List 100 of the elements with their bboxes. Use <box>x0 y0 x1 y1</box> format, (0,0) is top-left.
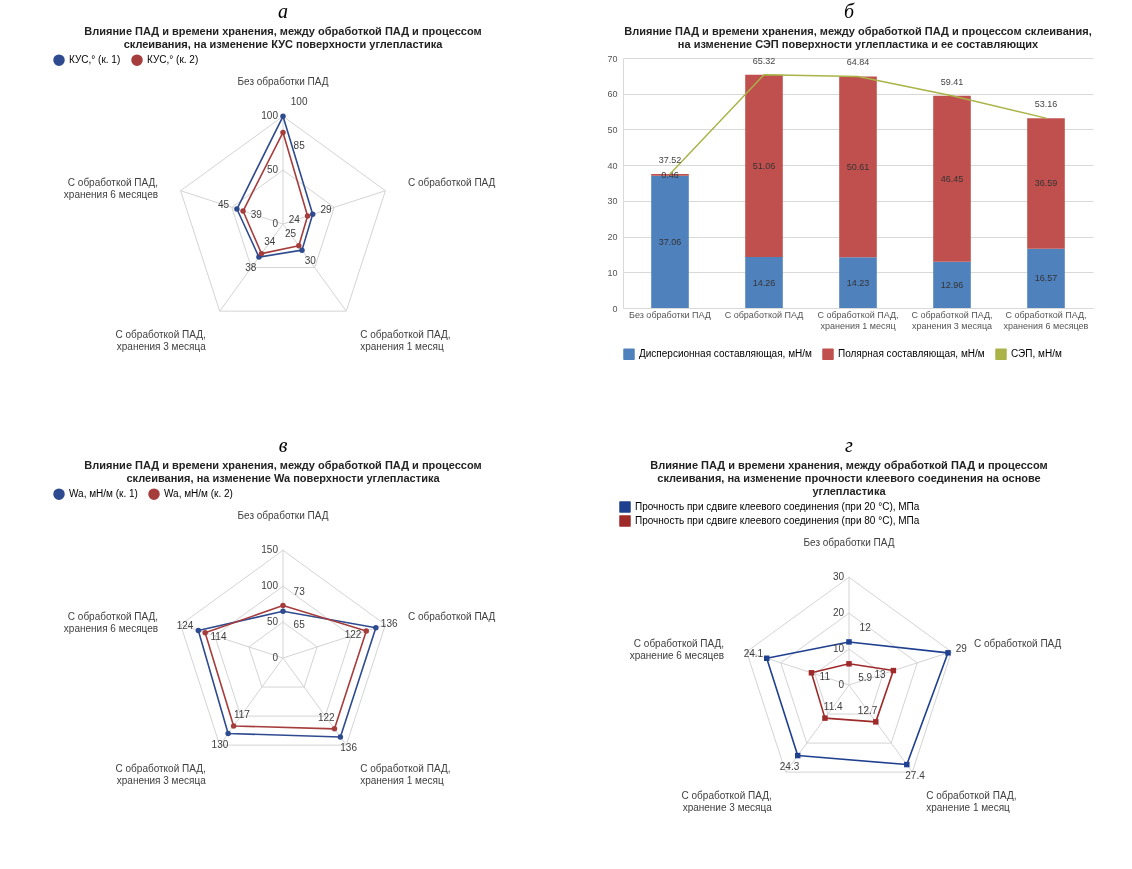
y-tick-label: 50 <box>266 616 279 628</box>
y-tick-label: 20 <box>606 232 617 243</box>
data-label: 34 <box>264 236 276 248</box>
data-label: 12.7 <box>857 704 878 716</box>
data-label: 85 <box>293 140 306 152</box>
y-tick-label: 30 <box>832 571 845 583</box>
text: г <box>845 434 853 456</box>
text: в <box>278 434 288 456</box>
data-label: 30 <box>304 255 317 267</box>
x-tick-label: С обработкой ПАД <box>724 309 803 320</box>
data-label: 122 <box>344 629 362 641</box>
data-label: 12 <box>859 621 872 633</box>
data-label: 24.1 <box>743 647 764 659</box>
spoke-label: С обработкой ПАД, хранение 3 месяца <box>681 790 773 814</box>
legend-label: Дисперсионная составляющая, мН/м <box>638 348 812 360</box>
legend-label: Полярная составляющая, мН/м <box>837 348 985 360</box>
data-label: 25 <box>285 228 297 240</box>
spoke-label: С обработкой ПАД, хранения 1 месяц <box>360 763 451 787</box>
data-label: 51.06 <box>752 160 775 171</box>
y-tick-label: 60 <box>606 89 617 100</box>
y-tick-label: 70 <box>606 53 617 64</box>
data-label: 45 <box>218 198 230 210</box>
data-label: 29 <box>320 204 333 216</box>
chart-title: Влияние ПАД и времени хранения, между обработкой ПАД и процессом склеивания, на изменение прочности клеевого соединения на основе углепластика <box>650 459 1048 497</box>
data-label: 24 <box>288 214 301 226</box>
y-tick-label: 50 <box>606 124 617 135</box>
chart-title: Влияние ПАД и времени хранения, между обработкой ПАД и процессом склеивания, на изменение КУС поверхности углепластика <box>84 25 482 50</box>
x-tick-label: С обработкой ПАД, хранения 3 месяца <box>910 309 993 331</box>
y-tick-label: 40 <box>606 160 617 171</box>
y-tick-label: 100 <box>261 110 279 122</box>
spoke-label: С обработкой ПАД <box>973 638 1062 650</box>
data-label: 64.84 <box>846 57 869 68</box>
data-label: 24.3 <box>779 760 800 772</box>
spoke-label: С обработкой ПАД, хранения 3 месяца <box>115 763 207 787</box>
data-label: 136 <box>380 617 398 629</box>
y-tick-label: 0 <box>838 679 845 690</box>
y-tick-label: 50 <box>266 164 279 176</box>
data-label: 29 <box>955 642 968 654</box>
legend-label: Прочность при сдвиге клеевого соединения (при 80 °С), МПа <box>635 515 920 526</box>
data-label: 14.26 <box>752 277 775 288</box>
data-label: 100 <box>290 96 308 108</box>
text: а <box>278 0 288 22</box>
chart-title: Влияние ПАД и времени хранения, между обработкой ПАД и процессом склеивания, на изменение Wa поверхности углепластика <box>84 459 482 484</box>
data-label: 122 <box>317 711 336 723</box>
y-tick-label: 10 <box>606 267 617 278</box>
legend-label: СЭП, мН/м <box>1010 348 1062 360</box>
data-label: 5.9 <box>858 671 873 683</box>
y-tick-label: 20 <box>832 607 845 619</box>
data-label: 12.96 <box>940 279 963 290</box>
spoke-label: С обработкой ПАД, хранение 1 месяц <box>926 790 1017 814</box>
x-tick-label: Без обработки ПАД <box>628 309 711 320</box>
spoke-label: Без обработки ПАД <box>237 510 329 522</box>
spoke-label: Без обработки ПАД <box>237 76 329 88</box>
spoke-label: С обработкой ПАД, хранения 6 месяцев <box>63 611 159 635</box>
chart-title: Влияние ПАД и времени хранения, между обработкой ПАД и процессом склеивания, на изменение СЭП поверхности углепластика и ее составляющих <box>623 25 1092 50</box>
legend-label: Wa, мН/м (к. 1) <box>69 488 138 500</box>
data-label: 130 <box>211 738 229 750</box>
y-tick-label: 100 <box>261 580 279 592</box>
y-tick-label: 150 <box>261 544 279 556</box>
legend-label: Wa, мН/м (к. 2) <box>164 488 233 500</box>
data-label: 0.46 <box>660 169 679 180</box>
spoke-label: С обработкой ПАД, хранения 6 месяцев <box>63 177 159 201</box>
data-label: 46.45 <box>940 173 963 184</box>
y-tick-label: 0 <box>272 652 279 663</box>
data-label: 50.61 <box>846 161 869 172</box>
data-label: 114 <box>210 631 227 643</box>
data-label: 38 <box>245 262 257 274</box>
data-label: 14.23 <box>846 277 869 288</box>
legend-label: Прочность при сдвиге клеевого соединения (при 20 °С), МПа <box>635 501 920 512</box>
data-label: 36.59 <box>1034 178 1057 189</box>
x-tick-label: С обработкой ПАД, хранения 6 месяцев <box>1003 309 1089 331</box>
y-tick-label: 0 <box>611 303 617 314</box>
spoke-label: С обработкой ПАД, хранения 1 месяц <box>360 329 451 353</box>
data-label: 65.32 <box>752 55 775 66</box>
x-tick-label: С обработкой ПАД, хранения 1 месяц <box>816 309 899 331</box>
data-label: 73 <box>293 585 306 597</box>
data-label: 11 <box>819 671 831 683</box>
spoke-label: С обработкой ПАД, хранения 3 месяца <box>115 329 207 353</box>
y-tick-label: 30 <box>606 196 617 207</box>
data-label: 37.52 <box>658 155 681 165</box>
y-tick-label: 0 <box>272 218 279 229</box>
data-label: 16.57 <box>1034 273 1057 284</box>
data-label: 11.4 <box>823 700 843 712</box>
spoke-label: С обработкой ПАД, хранение 6 месяцев <box>629 638 725 662</box>
data-label: 27.4 <box>905 769 926 781</box>
data-label: 65 <box>293 619 306 631</box>
text: б <box>843 0 855 22</box>
legend-label: КУС,° (к. 1) <box>69 54 121 66</box>
spoke-label: Без обработки ПАД <box>803 537 895 549</box>
data-label: 59.41 <box>940 76 963 87</box>
data-label: 37.06 <box>658 236 681 247</box>
data-label: 136 <box>340 742 358 754</box>
y-tick-label: 10 <box>832 643 845 655</box>
data-label: 53.16 <box>1034 99 1057 110</box>
legend-label: КУС,° (к. 2) <box>147 54 199 66</box>
data-label: 124 <box>176 620 194 632</box>
spoke-label: С обработкой ПАД <box>407 611 496 623</box>
data-label: 39 <box>250 209 263 221</box>
data-label: 117 <box>233 708 251 720</box>
data-label: 13 <box>874 668 887 680</box>
